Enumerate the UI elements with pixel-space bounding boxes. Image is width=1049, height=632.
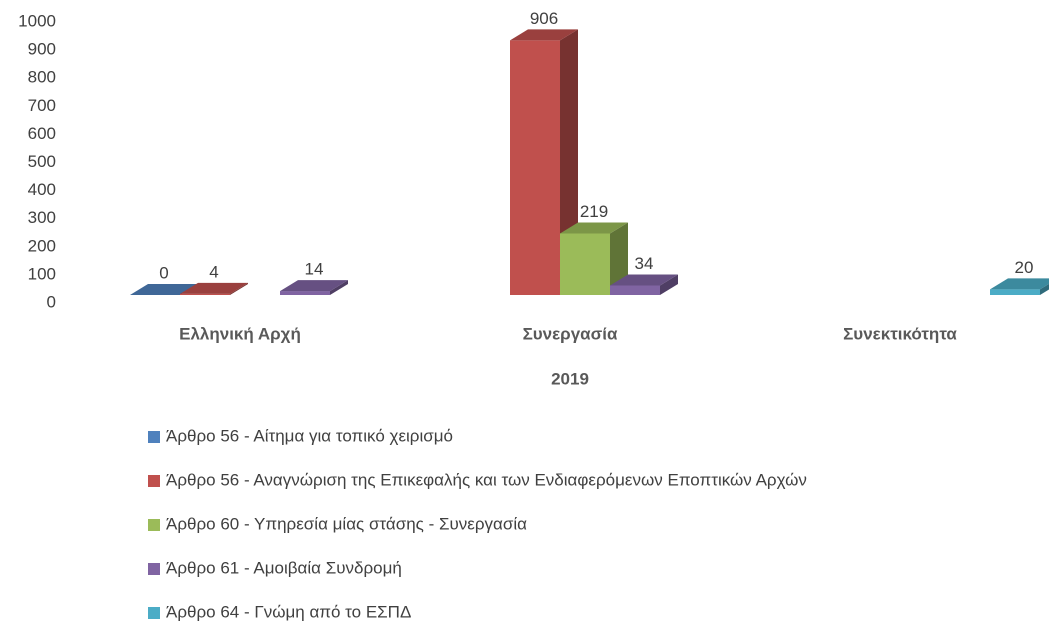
data-label: 219 (580, 202, 608, 221)
legend-swatch (148, 607, 160, 619)
data-label: 906 (530, 9, 558, 28)
y-tick-label: 500 (28, 152, 56, 171)
legend-swatch (148, 431, 160, 443)
legend-swatch (148, 519, 160, 531)
legend-label: Άρθρο 56 - Αίτημα για τοπικό χειρισμό (166, 426, 453, 445)
bar-top (130, 284, 198, 295)
bar-side (660, 274, 678, 295)
x-tick-label: Συνεκτικότητα (843, 324, 957, 343)
bar (560, 222, 628, 295)
data-label: 4 (209, 262, 218, 281)
data-label: 20 (1015, 258, 1034, 277)
data-label: 14 (305, 260, 324, 279)
bar-side (1040, 283, 1049, 295)
x-axis-title: 2019 (551, 369, 589, 388)
bar-side (330, 280, 348, 295)
data-label: 0 (159, 263, 168, 282)
y-tick-label: 800 (28, 68, 56, 87)
bar-front (610, 285, 660, 295)
y-tick-label: 200 (28, 236, 56, 255)
bar-front (510, 40, 560, 295)
y-tick-label: 600 (28, 124, 56, 143)
bar-front (180, 293, 230, 295)
bar (610, 274, 678, 295)
bar-side (610, 222, 628, 295)
bar (180, 282, 248, 295)
legend-swatch (148, 475, 160, 487)
x-tick-label: Συνεργασία (523, 324, 618, 343)
y-tick-label: 400 (28, 180, 56, 199)
y-tick-label: 100 (28, 264, 56, 283)
bar (130, 284, 198, 295)
legend-label: Άρθρο 61 - Αμοιβαία Συνδρομή (166, 558, 402, 577)
bar-top (280, 280, 348, 292)
bar-front (560, 233, 610, 295)
y-tick-label: 700 (28, 96, 56, 115)
legend-label: Άρθρο 56 - Αναγνώριση της Επικεφαλής και… (166, 470, 807, 489)
bar-front (990, 289, 1040, 295)
bar-top (560, 222, 628, 234)
bar-top (180, 282, 248, 294)
bar-top (510, 29, 578, 41)
bar (280, 280, 348, 295)
legend-label: Άρθρο 60 - Υπηρεσία μίας στάσης - Συνεργ… (166, 514, 527, 533)
bar (990, 278, 1049, 295)
y-tick-label: 300 (28, 208, 56, 227)
y-tick-label: 1000 (18, 11, 56, 30)
y-tick-label: 0 (47, 292, 56, 311)
bar-side (230, 282, 248, 295)
x-tick-label: Ελληνική Αρχή (179, 324, 301, 343)
legend-label: Άρθρο 64 - Γνώμη από το ΕΣΠΔ (166, 602, 411, 621)
bar-front (280, 291, 330, 295)
y-tick-label: 900 (28, 40, 56, 59)
data-label: 34 (635, 254, 654, 273)
bar-top (990, 278, 1049, 290)
legend-swatch (148, 563, 160, 575)
bar-top (610, 274, 678, 286)
